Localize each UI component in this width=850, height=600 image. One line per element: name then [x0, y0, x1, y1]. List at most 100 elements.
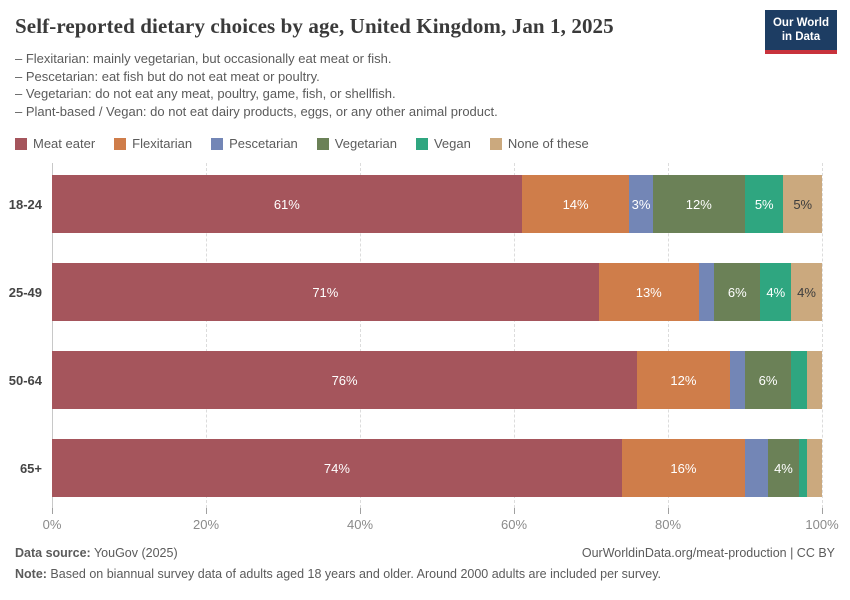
category-labels: 18-24 25-49 50-64 65+: [0, 163, 46, 508]
bar-segment-value: 5%: [793, 196, 813, 212]
plot-area: 61% 14% 3% 12% 5% 5% 71% 13% 6% 4% 4% 76% 12% 6% 74% 16…: [52, 163, 823, 508]
data-source-label: Data source:: [15, 546, 91, 560]
legend-item-label: Flexitarian: [132, 136, 193, 151]
axis-tick: [206, 508, 207, 514]
bar-segment-vegan[interactable]: 5%: [744, 175, 784, 233]
axis-tick: [514, 508, 515, 514]
bar-segment-value: 6%: [727, 284, 747, 300]
subtitle-line: – Vegetarian: do not eat any meat, poult…: [15, 86, 396, 101]
gridline: [514, 163, 515, 508]
axis-tick-label: 100%: [805, 517, 839, 532]
bar-segment-meat-eater[interactable]: 74%: [52, 439, 622, 497]
owid-logo[interactable]: Our World in Data: [764, 10, 837, 54]
gridline: [822, 163, 823, 508]
axis-tick-label: 0%: [42, 517, 62, 532]
bar-segment-vegetarian[interactable]: 6%: [744, 351, 792, 409]
stacked-bar-50-64: 76% 12% 6%: [52, 351, 822, 409]
bar-segment-value: 71%: [312, 284, 339, 300]
bar-segment-flexitarian[interactable]: 14%: [521, 175, 630, 233]
bar-segment-none-of-these[interactable]: [806, 439, 822, 497]
bar-segment-pescetarian[interactable]: [698, 263, 715, 321]
stacked-bar-25-49: 71% 13% 6% 4% 4%: [52, 263, 822, 321]
footer: Data source: YouGov (2025) OurWorldinDat…: [15, 546, 835, 581]
bar-segment-vegetarian[interactable]: 12%: [652, 175, 745, 233]
stacked-bar-65+: 74% 16% 4%: [52, 439, 822, 497]
bar-segment-value: 4%: [774, 460, 793, 476]
gridline: [206, 163, 207, 508]
category-label-25-49: 25-49: [8, 284, 42, 300]
bar-segment-value: 4%: [766, 284, 786, 300]
axis-tick: [668, 508, 669, 514]
header: Self-reported dietary choices by age, Un…: [15, 14, 760, 120]
bar-segment-vegan[interactable]: [798, 439, 807, 497]
page-title: Self-reported dietary choices by age, Un…: [15, 14, 614, 38]
bar-segment-pescetarian[interactable]: 3%: [629, 175, 653, 233]
subtitle-line: – Plant-based / Vegan: do not eat dairy …: [15, 103, 498, 119]
bar-segment-none-of-these[interactable]: 4%: [791, 263, 822, 321]
legend-item-none-of-these[interactable]: None of these: [489, 136, 589, 151]
bar-segment-none-of-these[interactable]: 5%: [783, 175, 822, 233]
bar-segment-value: 12%: [685, 196, 712, 212]
gridline: [668, 163, 669, 508]
category-label-65+: 65+: [19, 460, 42, 476]
axis-tick: [360, 508, 361, 514]
bar-segment-meat-eater[interactable]: 76%: [52, 351, 638, 409]
bar-segment-meat-eater[interactable]: 61%: [52, 175, 522, 233]
bar-segment-flexitarian[interactable]: 12%: [637, 351, 730, 409]
bar-segment-pescetarian[interactable]: [744, 439, 769, 497]
legend-item-vegan[interactable]: Vegan: [415, 136, 471, 151]
data-source-value: YouGov (2025): [90, 546, 178, 560]
legend-item-vegetarian[interactable]: Vegetarian: [316, 136, 397, 151]
bar-segment-value: 4%: [797, 284, 816, 300]
bar-segment-vegan[interactable]: [791, 351, 807, 409]
legend-swatch: [316, 137, 329, 150]
citation-link[interactable]: OurWorldinData.org/meat-production | CC …: [581, 546, 835, 560]
legend-swatch: [211, 137, 224, 150]
bar-segment-value: 61%: [273, 196, 300, 212]
legend-item-label: Vegan: [433, 136, 471, 151]
bar-segment-vegan[interactable]: 4%: [760, 263, 792, 321]
x-axis: 0% 20% 40% 60% 80% 100%: [43, 508, 839, 542]
legend-item-label: None of these: [507, 136, 589, 151]
bar-segment-value: 16%: [670, 460, 697, 476]
axis-tick: [52, 508, 53, 514]
axis-tick: [822, 508, 823, 514]
axis-tick-label: 60%: [500, 517, 528, 532]
axis-zero-line: [52, 163, 53, 508]
subtitle: – Flexitarian: mainly vegetarian, but oc…: [15, 50, 760, 120]
axis-tick-label: 80%: [654, 517, 682, 532]
legend-swatch: [114, 137, 127, 150]
legend-swatch: [415, 137, 428, 150]
bar-segment-value: 74%: [323, 460, 350, 476]
bar-segment-value: 6%: [758, 372, 778, 388]
stacked-bar-18-24: 61% 14% 3% 12% 5% 5%: [52, 175, 822, 233]
bar-segment-value: 13%: [635, 284, 662, 300]
legend-item-meat-eater[interactable]: Meat eater: [15, 136, 95, 151]
bar-segment-pescetarian[interactable]: [729, 351, 745, 409]
bar-segment-meat-eater[interactable]: 71%: [52, 263, 599, 321]
legend-item-pescetarian[interactable]: Pescetarian: [211, 136, 298, 151]
category-label-18-24: 18-24: [8, 196, 42, 212]
note-label: Note:: [15, 567, 47, 581]
data-source: Data source: YouGov (2025): [15, 546, 178, 560]
bar-segment-value: 5%: [754, 196, 774, 212]
legend-item-label: Vegetarian: [334, 136, 397, 151]
legend-swatch: [15, 137, 27, 150]
legend-item-flexitarian[interactable]: Flexitarian: [114, 136, 192, 151]
subtitle-line: – Flexitarian: mainly vegetarian, but oc…: [15, 51, 392, 66]
bar-segment-flexitarian[interactable]: 13%: [598, 263, 699, 321]
axis-tick-label: 20%: [192, 517, 220, 532]
bar-segment-vegetarian[interactable]: 6%: [714, 263, 761, 321]
gridline: [360, 163, 361, 508]
note: Note: Based on biannual survey data of a…: [15, 567, 835, 581]
note-value: Based on biannual survey data of adults …: [46, 567, 662, 581]
owid-logo-line1: Our World: [772, 17, 829, 29]
bar-segment-none-of-these[interactable]: [806, 351, 822, 409]
owid-logo-line2: in Data: [781, 30, 821, 43]
bar-segment-vegetarian[interactable]: 4%: [768, 439, 799, 497]
subtitle-line: – Pescetarian: eat fish but do not eat m…: [15, 68, 320, 84]
legend-item-label: Meat eater: [33, 136, 96, 151]
bar-segment-flexitarian[interactable]: 16%: [621, 439, 745, 497]
bar-segment-value: 12%: [670, 372, 697, 388]
bar-segment-value: 14%: [562, 196, 589, 212]
